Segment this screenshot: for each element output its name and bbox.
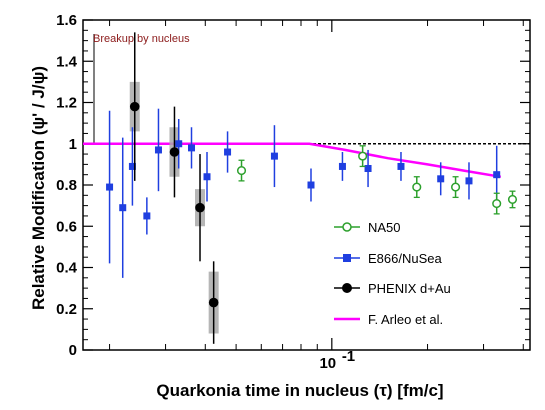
na50-point — [492, 199, 502, 209]
e866-point — [175, 140, 183, 148]
y-tick-label: 1.2 — [56, 95, 77, 112]
plot-area: 0 0.2 0.4 0.6 0.8 1 1.2 1.4 1.6 10 -1 — [56, 12, 531, 372]
e866-point — [143, 212, 151, 220]
y-tick-label: 0.6 — [56, 218, 77, 235]
x-axis-label: Quarkonia time in nucleus (τ) [fm/c] — [156, 381, 443, 400]
y-tick-label: 0.4 — [56, 260, 78, 277]
phenix-point — [195, 202, 205, 213]
y-tick-label: 1.6 — [56, 12, 77, 29]
legend-na50-label: NA50 — [368, 220, 401, 235]
e866-point — [224, 148, 232, 156]
legend-phenix-marker — [342, 283, 352, 293]
y-tick-label: 0.8 — [56, 177, 77, 194]
e866-point — [128, 162, 136, 170]
legend-arleo-label: F. Arleo et al. — [368, 312, 443, 327]
x-tick-exponent: -1 — [342, 348, 355, 365]
e866-point — [154, 146, 162, 154]
e866-point — [437, 175, 445, 183]
phenix-point — [208, 297, 219, 308]
e866-point — [119, 204, 127, 212]
legend-na50-marker — [342, 222, 352, 232]
na50-point — [412, 182, 422, 192]
e866-point — [364, 165, 372, 172]
na50-point — [358, 151, 368, 161]
legend-e866-label: E866/NuSea — [368, 251, 442, 266]
phenix-point — [129, 101, 140, 112]
legend: NA50 E866/NuSea PHENIX d+Au F. Arleo et … — [334, 220, 451, 327]
e866-point — [270, 152, 278, 160]
y-axis-label: Relative Modification (ψ' / J/ψ) — [29, 66, 48, 310]
x-tick-label: 10 — [319, 355, 336, 372]
phenix-point — [169, 147, 180, 157]
e866-point — [465, 177, 473, 185]
y-tick-label: 0.2 — [56, 301, 77, 318]
na50-point — [236, 166, 247, 176]
y-tick-label: 1 — [69, 136, 77, 153]
legend-e866-marker — [343, 254, 351, 262]
legend-phenix-label: PHENIX d+Au — [368, 281, 451, 296]
series-arleo-line — [83, 142, 502, 179]
annotation-breakup: Breakup by nucleus — [93, 33, 190, 45]
na50-point — [507, 194, 518, 204]
y-tick-label: 1.4 — [56, 53, 78, 70]
e866-point — [397, 162, 405, 170]
e866-point — [338, 162, 346, 170]
e866-point — [188, 144, 196, 152]
e866-point — [203, 173, 211, 181]
plot-frame — [82, 19, 531, 351]
e866-point — [106, 183, 114, 191]
e866-point — [493, 171, 501, 179]
y-tick-label: 0 — [69, 342, 77, 359]
e866-point — [307, 181, 315, 189]
na50-point — [451, 182, 461, 192]
